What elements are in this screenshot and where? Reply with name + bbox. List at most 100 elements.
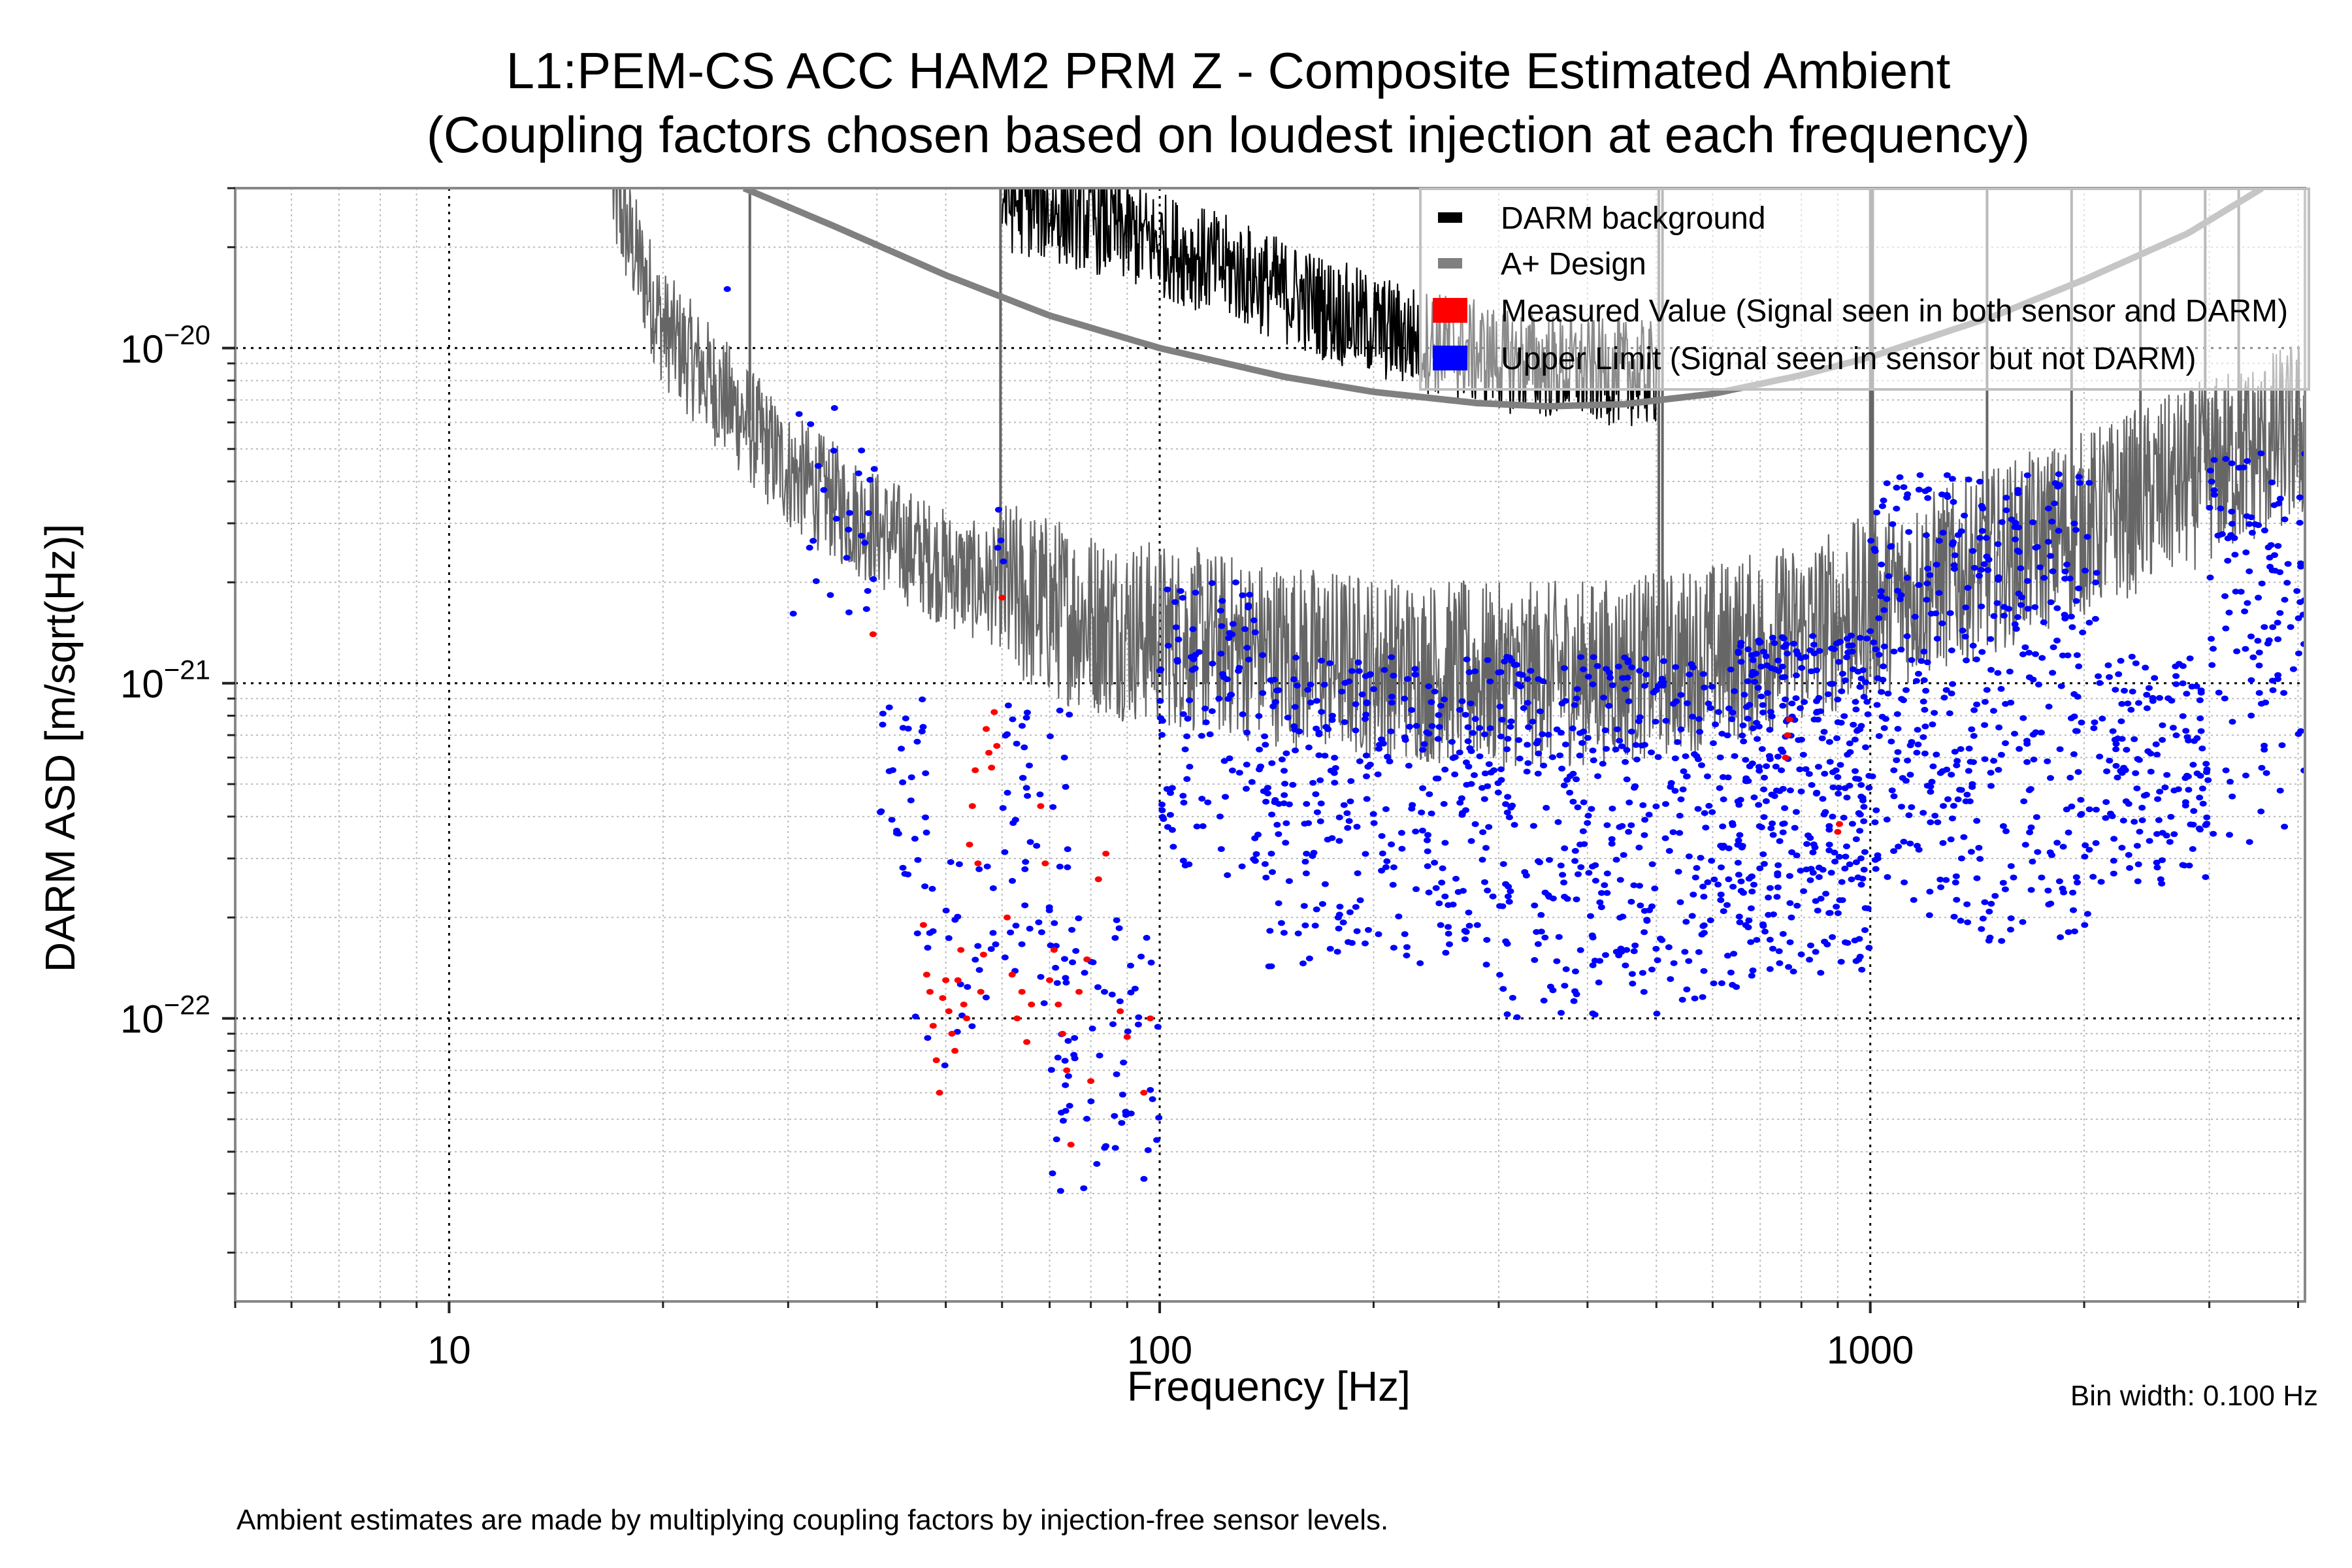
upper-limit-point [924, 945, 932, 951]
upper-limit-point [1834, 774, 1842, 780]
upper-limit-point [1424, 837, 1431, 843]
upper-limit-point [1944, 796, 1952, 802]
upper-limit-point [999, 805, 1007, 811]
upper-limit-point [1846, 749, 1854, 755]
upper-limit-point [955, 861, 963, 868]
upper-limit-point [1235, 668, 1243, 674]
upper-limit-point [1729, 981, 1737, 988]
upper-limit-point [1087, 1098, 1095, 1105]
upper-limit-point [1990, 613, 1998, 619]
upper-limit-point [1835, 791, 1842, 797]
upper-limit-point [1793, 902, 1801, 909]
upper-limit-point [1878, 689, 1886, 695]
upper-limit-point [2262, 699, 2270, 706]
upper-limit-point [975, 866, 983, 872]
upper-limit-point [1432, 885, 1440, 891]
upper-limit-point [1774, 753, 1782, 760]
upper-limit-point [2131, 736, 2138, 742]
upper-limit-point [1047, 1067, 1055, 1073]
upper-limit-point [2126, 865, 2134, 871]
upper-limit-point [2197, 826, 2204, 833]
upper-limit-point [1537, 911, 1545, 918]
upper-limit-point [1503, 1011, 1511, 1017]
upper-limit-point [2242, 772, 2249, 779]
upper-limit-point [2091, 719, 2099, 726]
upper-limit-point [2257, 808, 2265, 815]
upper-limit-point [1652, 945, 1660, 952]
upper-limit-point [1970, 564, 1978, 571]
upper-limit-point [894, 830, 902, 837]
upper-limit-point [2012, 536, 2019, 543]
upper-limit-point [1052, 964, 1060, 971]
upper-limit-point [1844, 939, 1852, 946]
upper-limit-point [2222, 767, 2230, 774]
upper-limit-point [1843, 794, 1851, 801]
upper-limit-point [1328, 717, 1336, 723]
upper-limit-point [2247, 677, 2255, 683]
chart-title-line2: (Coupling factors chosen based on loudes… [426, 106, 2031, 163]
upper-limit-point [1758, 746, 1766, 752]
upper-limit-point [1557, 730, 1565, 736]
upper-limit-point [1994, 670, 2002, 676]
upper-limit-point [1970, 732, 1978, 739]
upper-limit-point [2097, 879, 2105, 885]
upper-limit-point [1353, 823, 1361, 830]
upper-limit-point [1864, 711, 1872, 717]
upper-limit-point [1938, 620, 1946, 627]
upper-limit-point [1720, 796, 1727, 802]
upper-limit-point [1093, 1161, 1101, 1167]
upper-limit-point [1922, 532, 1930, 538]
upper-limit-point [1589, 934, 1597, 941]
upper-limit-point [1398, 845, 1406, 852]
upper-limit-point [1920, 677, 1928, 683]
upper-limit-point [1957, 917, 1965, 924]
upper-limit-point [1754, 685, 1762, 691]
upper-limit-point [1967, 849, 1975, 855]
upper-limit-point [1179, 595, 1186, 601]
upper-limit-point [1239, 592, 1247, 598]
upper-limit-point [1921, 706, 1929, 713]
upper-limit-point [1561, 845, 1569, 851]
upper-limit-point [1768, 713, 1776, 719]
upper-limit-point [2047, 599, 2055, 606]
upper-limit-point [2276, 610, 2284, 616]
upper-limit-point [2153, 831, 2161, 837]
upper-limit-point [1641, 683, 1648, 689]
upper-limit-point [2226, 832, 2233, 838]
upper-limit-point [2191, 738, 2198, 744]
upper-limit-point [1767, 709, 1774, 715]
upper-limit-point [1335, 814, 1343, 821]
upper-limit-point [1379, 740, 1387, 747]
upper-limit-point [1504, 893, 1512, 900]
upper-limit-point [1800, 888, 1808, 894]
upper-limit-point [2189, 762, 2197, 768]
upper-limit-point [1813, 789, 1821, 796]
upper-limit-point [1851, 938, 1859, 943]
upper-limit-point [2007, 863, 2015, 870]
upper-limit-point [1281, 768, 1288, 774]
upper-limit-point [1494, 789, 1502, 796]
upper-limit-point [1833, 904, 1840, 910]
upper-limit-point [1266, 928, 1274, 934]
upper-limit-point [1081, 970, 1088, 976]
upper-limit-point [1536, 859, 1543, 866]
upper-limit-point [1957, 746, 1965, 752]
upper-limit-point [1976, 856, 1984, 862]
upper-limit-point [1933, 636, 1941, 642]
upper-limit-point [989, 885, 997, 891]
upper-limit-point [1363, 773, 1370, 779]
upper-limit-point [1641, 929, 1648, 936]
upper-limit-point [1857, 855, 1865, 862]
upper-limit-point [2049, 568, 2057, 574]
upper-limit-point [1748, 889, 1756, 895]
upper-limit-point [1905, 529, 1913, 535]
upper-limit-point [992, 941, 1000, 947]
upper-limit-point [1873, 702, 1881, 708]
measured-value-point [966, 841, 973, 848]
upper-limit-point [1281, 781, 1289, 787]
upper-limit-point [2227, 532, 2235, 538]
upper-limit-point [1867, 538, 1875, 544]
upper-limit-point [2085, 806, 2093, 813]
upper-limit-point [1792, 695, 1800, 702]
